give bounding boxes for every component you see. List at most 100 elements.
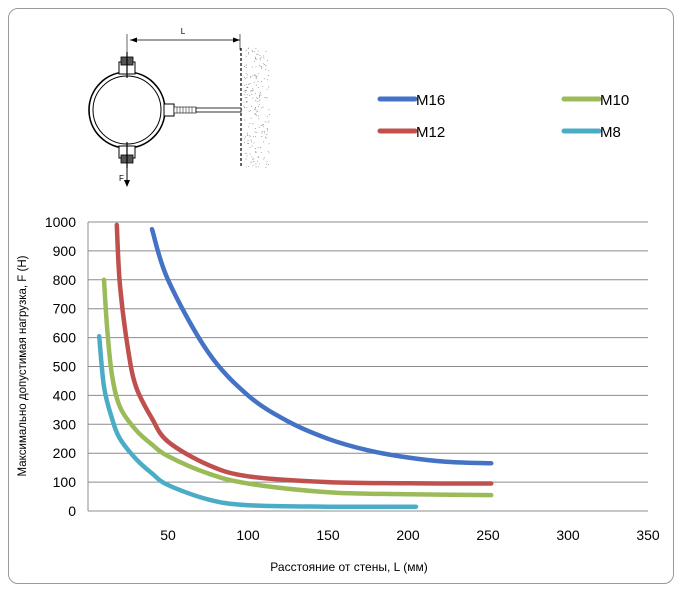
- wall-dot: [249, 83, 251, 84]
- wall-dot: [252, 75, 254, 77]
- wall-dot: [245, 72, 247, 74]
- wall-dot: [259, 55, 261, 57]
- wall-dot: [252, 123, 254, 125]
- wall-dot: [258, 118, 260, 120]
- wall-dot: [255, 113, 256, 115]
- wall-dot: [250, 89, 252, 91]
- wall-dot: [257, 166, 259, 168]
- wall-dot: [265, 51, 267, 52]
- wall-dot: [244, 89, 246, 91]
- wall-dot: [250, 117, 252, 119]
- wall-dot: [257, 87, 259, 89]
- wall-dot: [260, 66, 262, 67]
- wall-dot: [244, 97, 246, 98]
- wall-dot: [262, 106, 264, 108]
- wall-dot: [250, 90, 252, 92]
- wall-dot: [258, 106, 260, 107]
- wall-dot: [245, 166, 247, 168]
- wall-dot: [256, 100, 258, 102]
- wall-dot: [244, 107, 246, 109]
- wall-dot: [257, 110, 259, 112]
- series-line-m10: [101, 277, 494, 498]
- wall-dot: [268, 120, 270, 122]
- wall-dot: [268, 143, 270, 145]
- wall-dot: [248, 53, 250, 55]
- x-tick-label: 250: [476, 527, 500, 543]
- y-tick-label: 1000: [45, 214, 76, 230]
- wall-dot: [263, 141, 264, 143]
- y-tick-label: 400: [53, 387, 77, 403]
- wall-dot: [259, 93, 261, 95]
- wall-dot: [268, 109, 270, 111]
- wall-dot: [243, 101, 245, 103]
- clamp-diagram: L F: [88, 27, 270, 187]
- wall-dot: [251, 90, 253, 92]
- wall-dot: [265, 136, 266, 138]
- wall-dot: [245, 50, 247, 51]
- wall-dot: [253, 161, 255, 162]
- series-lines: [96, 222, 494, 510]
- wall-dot: [247, 165, 249, 167]
- wall-dot: [248, 110, 250, 112]
- wall-dot: [258, 103, 260, 105]
- legend-label-m12: M12: [416, 124, 445, 141]
- wall-dot: [248, 134, 250, 136]
- wall-dot: [264, 97, 266, 98]
- wall-dot: [258, 100, 260, 102]
- rod-connector: [163, 103, 175, 117]
- wall-dot: [243, 90, 245, 92]
- wall-dot: [266, 134, 268, 136]
- wall-dot: [254, 131, 256, 133]
- wall-dot: [246, 86, 248, 88]
- wall-dot: [252, 50, 254, 52]
- y-tick-label: 900: [53, 243, 77, 259]
- y-axis-label: Максимально допустимая нагрузка, F (Н): [17, 255, 29, 476]
- wall-dot: [252, 87, 254, 89]
- legend-label-m8: M8: [600, 124, 621, 141]
- wall-dot: [265, 68, 267, 70]
- wall-dot: [255, 47, 257, 49]
- wall-dot: [250, 75, 252, 77]
- wall-dot: [261, 81, 262, 83]
- wall-dot: [254, 56, 256, 58]
- wall-dot: [249, 94, 251, 96]
- wall-dot: [251, 156, 253, 158]
- wall-dot: [267, 150, 269, 152]
- wall-dot: [251, 66, 253, 68]
- y-tick-label: 600: [53, 330, 77, 346]
- wall-dot: [253, 51, 255, 53]
- wall-dot: [263, 158, 265, 160]
- wall-dot: [256, 114, 258, 116]
- wall-dot: [264, 157, 265, 159]
- wall-dot: [245, 158, 247, 160]
- wall-dot: [263, 130, 265, 132]
- wall-dot: [251, 93, 253, 95]
- wall-texture: [243, 47, 270, 168]
- wall-dot: [266, 161, 268, 163]
- wall-dot: [259, 94, 261, 96]
- wall-dot: [246, 76, 248, 78]
- wall-dot: [263, 57, 265, 59]
- wall-dot: [243, 141, 245, 143]
- wall-dot: [247, 87, 249, 88]
- wall-dot: [266, 79, 268, 81]
- wall-dot: [252, 97, 254, 99]
- wall-dot: [260, 151, 262, 153]
- wall-dot: [265, 163, 267, 165]
- wall-dot: [266, 115, 268, 117]
- wall-dot: [249, 122, 251, 124]
- wall-dot: [246, 107, 248, 109]
- wall-dot: [252, 164, 254, 166]
- wall-dot: [254, 148, 256, 150]
- wall-dot: [263, 78, 265, 80]
- wall-dot: [248, 84, 250, 85]
- wall-dot: [257, 98, 259, 100]
- wall-dot: [257, 156, 259, 158]
- x-tick-label: 150: [316, 527, 340, 543]
- wall-dot: [246, 142, 248, 144]
- wall-dot: [256, 131, 258, 133]
- wall-dot: [246, 100, 248, 102]
- wall-dot: [268, 114, 270, 116]
- wall-dot: [257, 160, 259, 162]
- wall-dot: [247, 134, 248, 136]
